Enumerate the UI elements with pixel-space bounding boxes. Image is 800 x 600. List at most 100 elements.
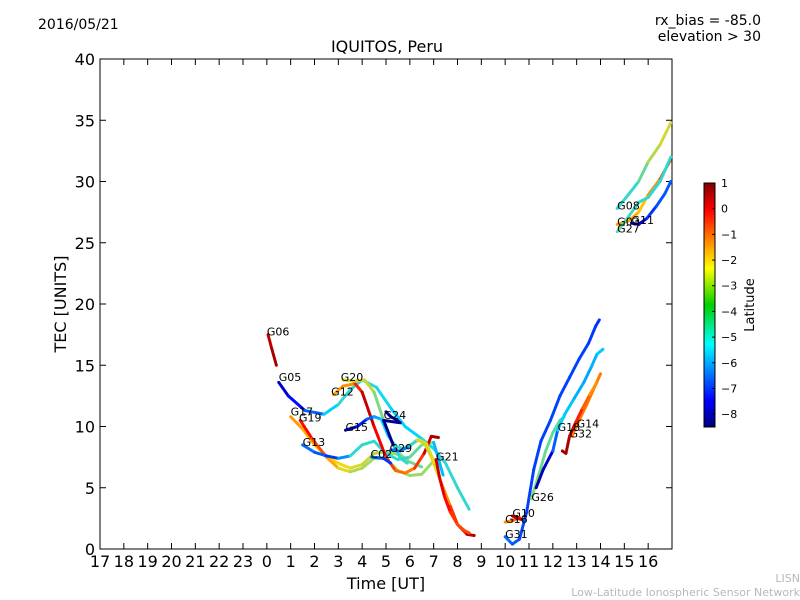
- x-tick-label: 23: [233, 552, 253, 571]
- colorbar-tick-label: 1: [721, 177, 728, 190]
- trace-segment: [341, 382, 357, 388]
- trace-segment: [348, 443, 364, 458]
- colorbar-tick-label: −5: [721, 331, 737, 344]
- trace-segment: [301, 427, 316, 447]
- trace-c02: [370, 455, 393, 465]
- trace-g24: [382, 410, 402, 447]
- trace-segment: [348, 466, 364, 474]
- trace-segment: [420, 459, 436, 476]
- trace-segment: [655, 192, 667, 208]
- trace-segment: [382, 418, 402, 425]
- trace-segment: [456, 486, 471, 512]
- plot-frame: [99, 58, 673, 550]
- satellite-label-g21: G21: [436, 451, 459, 464]
- trace-segment: [398, 444, 412, 453]
- satellite-label-g10: G10: [512, 507, 535, 520]
- trace-g05: [277, 378, 471, 512]
- trace-segment: [637, 216, 649, 226]
- x-tick-label: 12: [543, 552, 563, 571]
- y-tick-label: 0: [85, 540, 95, 559]
- trace-segment: [360, 451, 376, 466]
- satellite-label-g03: G03: [617, 215, 640, 228]
- x-tick-label: 10: [495, 552, 515, 571]
- trace-segment: [448, 510, 459, 526]
- satellite-label-g31: G31: [505, 528, 528, 541]
- trace-segment: [465, 532, 476, 538]
- trace-segment: [637, 160, 650, 183]
- x-tick-label: 13: [566, 552, 586, 571]
- trace-segment: [336, 388, 352, 406]
- satellite-label-g15: G15: [345, 421, 368, 434]
- trace-segment: [573, 406, 585, 425]
- trace-segment: [551, 418, 562, 435]
- y-tick-label: 15: [75, 356, 95, 375]
- trace-g06: [266, 333, 278, 367]
- trace-segment: [343, 425, 359, 432]
- x-tick-label: 5: [381, 552, 391, 571]
- trace-segment: [570, 418, 581, 438]
- x-tick-label: 3: [333, 552, 343, 571]
- trace-g19: [298, 418, 436, 477]
- satellite-label-g18: G18: [558, 421, 581, 434]
- trace-segment: [442, 494, 452, 514]
- trace-g10: [510, 514, 524, 522]
- trace-segment: [322, 402, 340, 416]
- x-tick-label: 2: [309, 552, 319, 571]
- trace-segment: [301, 443, 316, 454]
- trace-segment: [438, 476, 446, 498]
- bias-elevation-info: rx_bias = -85.0 elevation > 30: [655, 13, 761, 45]
- satellite-traces: [266, 121, 673, 546]
- trace-segment: [517, 510, 529, 541]
- satellite-label-g32: G32: [570, 427, 593, 440]
- chart-title: IQUITOS, Peru: [330, 37, 444, 56]
- trace-segment: [353, 382, 364, 394]
- trace-segment: [663, 180, 673, 196]
- trace-segment: [270, 346, 278, 367]
- trace-g31: [503, 318, 601, 546]
- x-tick-label: 0: [262, 552, 272, 571]
- trace-segment: [525, 467, 536, 514]
- trace-segment: [537, 449, 548, 477]
- trace-segment: [313, 450, 328, 458]
- trace-segment: [384, 451, 400, 462]
- trace-segment: [658, 121, 673, 147]
- trace-segment: [286, 394, 307, 413]
- satellite-label-g27: G27: [617, 223, 640, 236]
- satellite-label-g06: G06: [267, 326, 290, 339]
- trace-segment: [422, 440, 433, 459]
- trace-segment: [577, 404, 588, 422]
- trace-segment: [627, 210, 641, 223]
- x-tick-label: 19: [137, 552, 157, 571]
- trace-segment: [564, 434, 572, 455]
- elevation-label: elevation > 30: [657, 29, 761, 45]
- x-tick-label: 22: [209, 552, 229, 571]
- colorbar: [703, 182, 716, 428]
- x-tick-label: 6: [405, 552, 415, 571]
- trace-segment: [581, 393, 592, 410]
- trace-segment: [534, 467, 545, 490]
- y-tick-label: 25: [75, 234, 95, 253]
- trace-segment: [568, 357, 581, 379]
- y-tick-label: 10: [75, 418, 95, 437]
- trace-segment: [556, 412, 567, 432]
- trace-segment: [266, 333, 274, 350]
- x-tick-label: 15: [614, 552, 634, 571]
- trace-segment: [341, 378, 357, 383]
- satellite-label-g11: G11: [631, 214, 654, 227]
- credit-line-1: LISN: [775, 572, 800, 585]
- colorbar-tick-label: −3: [721, 280, 737, 293]
- satellite-label-g05: G05: [279, 371, 302, 384]
- satellite-label-g16: G16: [505, 513, 528, 526]
- colorbar-tick-label: −6: [721, 357, 737, 370]
- credit-line-2: Low-Latitude Ionospheric Sensor Network: [571, 586, 800, 599]
- x-tick-label: 18: [114, 552, 134, 571]
- x-tick-label: 8: [452, 552, 462, 571]
- trace-segment: [563, 396, 576, 416]
- satellite-label-g14: G14: [577, 418, 600, 431]
- credit-text: LISN Low-Latitude Ionospheric Sensor Net…: [571, 572, 800, 600]
- date-label: 2016/05/21: [38, 17, 119, 33]
- trace-g08: [615, 121, 673, 210]
- trace-segment: [324, 454, 340, 460]
